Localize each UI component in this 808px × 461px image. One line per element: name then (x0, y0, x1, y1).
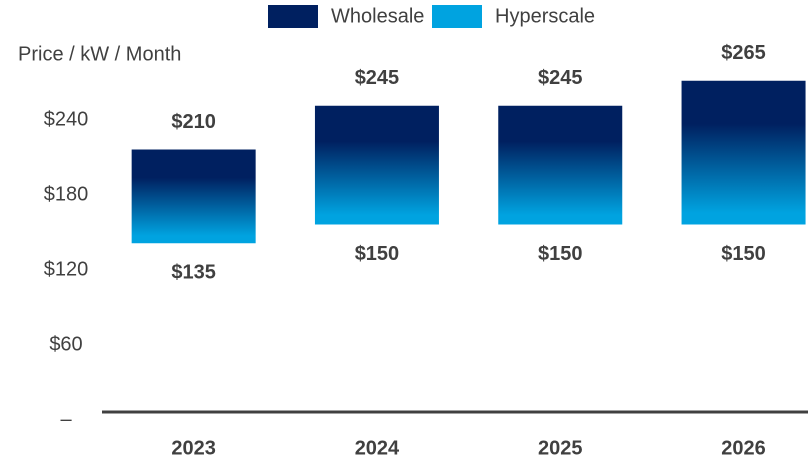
y-tick-label: $120 (44, 258, 89, 280)
range-bar (498, 105, 623, 225)
x-tick-label: 2024 (355, 437, 400, 459)
y-tick-label: $60 (49, 333, 82, 355)
data-label: $245 (355, 67, 400, 89)
y-tick-label: $180 (44, 183, 89, 205)
x-tick-label: 2025 (538, 437, 583, 459)
data-label: $150 (721, 243, 766, 265)
legend-label: Hyperscale (495, 5, 595, 27)
x-tick-label: 2026 (721, 437, 766, 459)
legend-swatch (268, 5, 318, 28)
legend-swatch (432, 5, 482, 28)
data-label: $265 (721, 42, 766, 64)
data-label: $135 (171, 262, 216, 284)
data-label: $150 (538, 243, 583, 265)
range-bar (131, 149, 256, 244)
range-bar (314, 105, 439, 225)
y-axis-label: Price / kW / Month (18, 43, 181, 65)
data-label: $150 (355, 243, 400, 265)
x-tick-label: 2023 (171, 437, 216, 459)
legend-label: Wholesale (331, 5, 424, 27)
range-bar (681, 80, 806, 225)
y-tick-label: $240 (44, 108, 89, 130)
data-label: $210 (171, 111, 216, 133)
data-label: $245 (538, 67, 583, 89)
y-tick-label: – (60, 408, 72, 430)
